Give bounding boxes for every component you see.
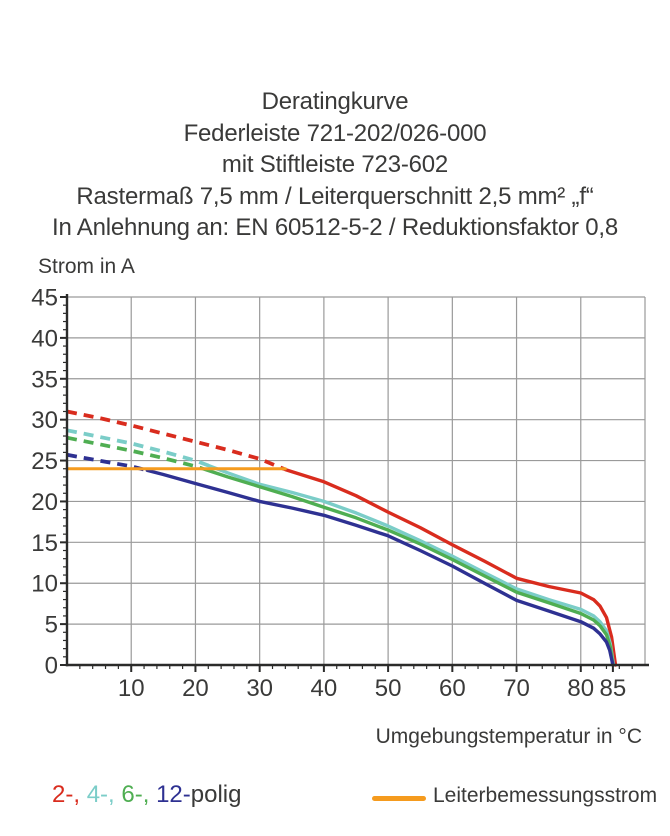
- series-2-polig-solid: [282, 467, 618, 667]
- y-tick-label-40: 40: [31, 325, 58, 352]
- x-tick-label-50: 50: [375, 675, 402, 702]
- series-12-polig-solid: [145, 468, 615, 667]
- title-line-2: Federleiste 721-202/026-000: [183, 119, 487, 147]
- y-tick-label-15: 15: [31, 530, 58, 557]
- title-line-3: mit Stiftleiste 723-602: [221, 151, 449, 178]
- x-tick-label-80: 80: [567, 675, 594, 702]
- chart-series: [66, 409, 618, 667]
- series-4-polig-solid: [206, 463, 616, 667]
- legend-poles-part-3: 12-: [156, 781, 191, 808]
- x-tick-label-30: 30: [246, 675, 273, 702]
- x-tick-label-40: 40: [311, 675, 338, 702]
- legend-poles-part-0: 2-,: [52, 781, 87, 808]
- y-tick-label-10: 10: [31, 571, 58, 598]
- chart-gridlines: [67, 296, 646, 665]
- legend-poles-label: 2-, 4-, 6-, 12-polig: [52, 781, 241, 809]
- y-axis-title: Strom in A: [38, 255, 135, 278]
- legend-poles-part-2: 6-,: [121, 781, 157, 808]
- y-tick-label-45: 45: [31, 285, 58, 312]
- chart-title-block: Deratingkurve Federleiste 721-202/026-00…: [0, 86, 670, 244]
- title-line-1: Deratingkurve: [261, 88, 409, 115]
- x-tick-label-70: 70: [503, 675, 530, 702]
- y-tick-label-5: 5: [45, 612, 58, 639]
- y-tick-label-25: 25: [31, 448, 58, 475]
- title-line-4: Rastermaß 7,5 mm / Leiterquerschnitt 2,5…: [76, 182, 594, 210]
- chart-ticks: [60, 296, 633, 672]
- x-tick-label-10: 10: [118, 675, 145, 702]
- y-tick-labels: 0 5 10 15 20 25 30 35 40 45: [31, 285, 58, 680]
- y-tick-label-30: 30: [31, 407, 58, 434]
- series-2-polig-dashed: [66, 409, 285, 471]
- y-tick-label-20: 20: [31, 489, 58, 516]
- legend-poles-part-1: 4-,: [86, 781, 122, 808]
- x-axis-title: Umgebungstemperatur in °C: [375, 725, 642, 748]
- y-tick-label-35: 35: [31, 366, 58, 393]
- series-6-polig-solid: [200, 466, 615, 667]
- chart-axes: [65, 294, 649, 667]
- x-tick-labels: 10 20 30 40 50 60 70 80 85: [118, 675, 626, 702]
- title-line-5: In Anlehnung an: EN 60512-5-2 / Reduktio…: [52, 214, 618, 241]
- legend-row: 2-, 4-, 6-, 12-polig Leiterbemessungsstr…: [0, 781, 670, 815]
- legend-poles-part-4: polig: [190, 781, 242, 808]
- derating-chart: 10 20 30 40 50 60 70 80 85 0 5 10 15 20 25 30 35 40 45: [31, 285, 649, 702]
- x-tick-label-20: 20: [182, 675, 209, 702]
- x-tick-label-60: 60: [439, 675, 466, 702]
- y-tick-label-0: 0: [45, 653, 58, 680]
- reference-line-swatch: [372, 796, 426, 801]
- x-tick-label-85: 85: [600, 675, 627, 702]
- reference-line-label: Leiterbemessungsstrom: [433, 784, 658, 807]
